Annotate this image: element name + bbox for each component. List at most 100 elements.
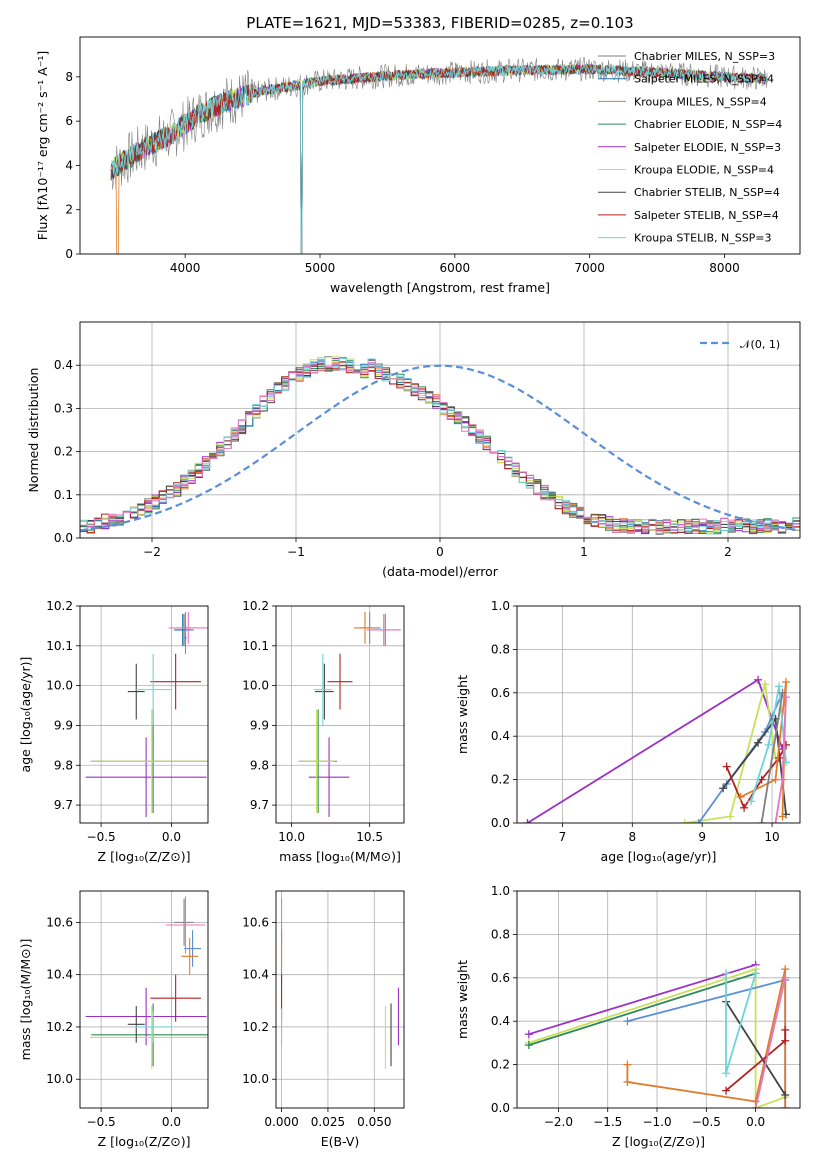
y-tick-label: 0.8	[491, 927, 510, 941]
x-tick-label: 2	[724, 545, 732, 559]
y-tick-label: 10.2	[242, 599, 269, 613]
y-tick-label: 1.0	[491, 599, 510, 613]
x-axis-label: wavelength [Angstrom, rest frame]	[330, 280, 550, 295]
error-bar-point	[85, 987, 207, 1046]
y-tick-label: 0.6	[491, 971, 510, 985]
legend-label: Chabrier MILES, N_SSP=3	[634, 50, 775, 63]
error-bar-point	[184, 621, 187, 654]
error-bar-point	[134, 653, 172, 726]
x-tick-label: 7000	[574, 261, 605, 275]
legend-label: Chabrier STELIB, N_SSP=4	[634, 186, 780, 199]
plot-area	[276, 891, 404, 1108]
y-tick-label: 9.7	[54, 798, 73, 812]
panel-mass_weight_vs_Z: −2.0 −1.5 −1.0 −0.5 0.0 0.0 0.2 0.4 0.6 0.8 1.0 Z […	[455, 884, 801, 1149]
y-tick-label: 0.0	[491, 1101, 510, 1115]
y-tick-label: 9.8	[54, 758, 73, 772]
y-tick-label: 0.4	[54, 358, 73, 372]
panel-mass_vs_ebv: 0.000 0.025 0.050 10.0 10.2 10.4 10.6 E(B-V)	[242, 890, 405, 1149]
x-tick-label: 0.000	[264, 1115, 298, 1129]
y-tick-label: 0.0	[491, 816, 510, 830]
legend-label: 𝒩(0, 1)	[740, 338, 780, 351]
x-tick-label: −0.5	[87, 830, 116, 844]
plot-area	[517, 606, 800, 823]
y-tick-label: 10.0	[242, 679, 269, 693]
y-tick-label: 0.4	[491, 729, 510, 743]
axes-frame	[79, 321, 801, 539]
y-tick-label: 0	[65, 247, 73, 261]
panel-mass_vs_Z: −0.5 0.0 10.0 10.2 10.4 10.6 Z [log₁₀(Z/Z⊙)] ma…	[18, 890, 209, 1149]
x-tick-label: 10	[764, 830, 779, 844]
x-tick-label: 8000	[709, 261, 740, 275]
legend-label: Salpeter MILES, N_SSP=4	[634, 73, 774, 86]
x-tick-label: 1	[580, 545, 588, 559]
x-tick-label: −0.5	[87, 1115, 116, 1129]
series-line	[110, 63, 768, 254]
plot-area	[80, 322, 800, 538]
y-tick-label: 10.2	[46, 1020, 73, 1034]
charts-layer: 4000 5000 6000 7000 8000 0 2 4 6 8 wavelength [Ang…	[18, 36, 801, 1149]
y-tick-label: 9.9	[54, 718, 73, 732]
y-tick-label: 9.8	[250, 758, 269, 772]
y-tick-label: 10.4	[242, 968, 269, 982]
error-bar-point	[313, 653, 333, 726]
x-tick-label: 9	[698, 830, 706, 844]
weight-line	[722, 716, 787, 815]
legend-label: Kroupa ELODIE, N_SSP=4	[634, 164, 774, 177]
x-tick-label: 0.025	[311, 1115, 345, 1129]
axes-frame	[516, 890, 801, 1109]
y-tick-label: 6	[65, 114, 73, 128]
y-tick-label: 4	[65, 158, 73, 172]
y-tick-label: 10.6	[46, 915, 73, 929]
y-tick-label: 9.7	[250, 798, 269, 812]
x-axis-label: (data-model)/error	[382, 564, 499, 579]
weight-line	[754, 977, 787, 1108]
error-bar-point	[168, 611, 208, 644]
panel-spectrum: 4000 5000 6000 7000 8000 0 2 4 6 8 wavelength [Ang…	[35, 36, 801, 295]
x-axis-label: age [log₁₀(age/yr)]	[601, 849, 717, 864]
plot-area	[80, 891, 208, 1108]
axes-frame	[79, 36, 801, 255]
error-bar-point	[134, 1011, 172, 1043]
x-axis-label: E(B-V)	[321, 1134, 360, 1149]
error-bar-point	[150, 974, 201, 1022]
weight-line	[528, 963, 756, 1036]
legend-label: Salpeter ELODIE, N_SSP=3	[634, 141, 781, 154]
x-tick-label: 10.5	[356, 830, 383, 844]
y-tick-label: 2	[65, 203, 73, 217]
x-tick-label: 6000	[440, 261, 471, 275]
y-axis-label: mass weight	[455, 960, 470, 1039]
y-tick-label: 0.3	[54, 401, 73, 415]
series-line	[110, 57, 768, 254]
y-tick-label: 0.1	[54, 488, 73, 502]
error-bar-point	[174, 898, 194, 946]
error-bar-point	[89, 1006, 208, 1069]
plot-area	[276, 606, 404, 823]
error-bar-point	[127, 1006, 145, 1043]
y-axis-label: Flux [fλ10⁻¹⁷ erg cm⁻² s⁻¹ A⁻¹]	[35, 51, 50, 240]
legend-label: Kroupa STELIB, N_SSP=3	[634, 232, 772, 245]
plot-area	[80, 606, 208, 823]
y-tick-label: 0.0	[54, 531, 73, 545]
x-tick-label: 4000	[170, 261, 201, 275]
error-bar-point	[85, 737, 207, 818]
error-bar-point	[165, 896, 206, 954]
axes-frame	[516, 605, 801, 824]
y-tick-label: 9.9	[250, 718, 269, 732]
y-tick-label: 10.6	[242, 915, 269, 929]
x-tick-label: −0.5	[692, 1115, 721, 1129]
error-bar-point	[150, 653, 201, 710]
x-tick-label: −2	[143, 545, 161, 559]
error-bar-point	[327, 653, 353, 710]
legend-label: Salpeter STELIB, N_SSP=4	[634, 209, 779, 222]
x-tick-label: −1.0	[642, 1115, 671, 1129]
y-tick-label: 0.6	[491, 686, 510, 700]
weight-line	[760, 692, 784, 823]
y-tick-label: 0.4	[491, 1014, 510, 1028]
y-tick-label: 10.2	[46, 599, 73, 613]
x-axis-label: mass [log₁₀(M/M⊙)]	[279, 849, 401, 864]
panel-age_vs_mass: 10.0 10.5 9.7 9.8 9.9 10.0 10.1 10.2 mass [log₁₀…	[242, 599, 405, 864]
x-axis-label: Z [log₁₀(Z/Z⊙)]	[612, 1134, 705, 1149]
y-tick-label: 0.2	[54, 445, 73, 459]
error-bar-point	[315, 663, 334, 720]
x-tick-label: 8	[628, 830, 636, 844]
